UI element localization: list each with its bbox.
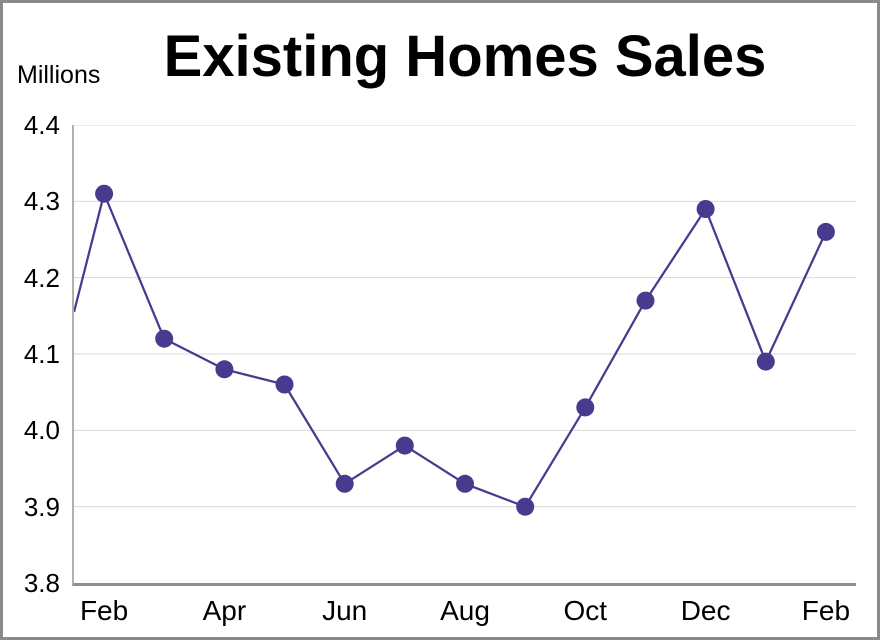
x-tick-label: Feb <box>801 595 851 626</box>
y-tick-label: 3.9 <box>23 491 60 522</box>
data-point-marker-aug-6 <box>456 474 474 493</box>
x-tick-label: Feb <box>79 595 129 626</box>
data-point-marker-may-3 <box>275 375 294 394</box>
y-tick-label: 3.8 <box>23 568 60 598</box>
y-axis-units-label: Millions <box>17 61 101 89</box>
plot-area <box>72 125 856 586</box>
x-tick-label: Oct <box>563 595 608 626</box>
x-tick-label: Aug <box>440 595 490 626</box>
data-point-marker-jan-11 <box>756 352 775 371</box>
y-axis-tick-labels: 4.4 4.3 4.2 4.1 4.0 3.9 3.8 <box>3 3 60 637</box>
y-tick-label: 4.1 <box>23 339 60 369</box>
y-tick-label: 4.4 <box>23 110 60 140</box>
data-point-marker-feb-12 <box>816 222 835 241</box>
y-tick-label: 4.2 <box>23 262 60 293</box>
data-point-marker-mar-1 <box>155 329 174 348</box>
data-point-marker-feb-0 <box>95 184 114 203</box>
x-tick-label: Jun <box>322 595 368 626</box>
data-point-marker-apr-2 <box>215 360 234 379</box>
chart-title: Existing Homes Sales <box>163 24 767 89</box>
data-point-marker-oct-8 <box>576 398 595 417</box>
data-point-marker-jun-4 <box>335 474 354 493</box>
y-tick-label: 4.3 <box>23 186 60 217</box>
x-tick-label: Apr <box>202 595 247 626</box>
series-line <box>74 192 827 508</box>
x-tick-label: Dec <box>680 595 731 626</box>
data-point-marker-jul-5 <box>395 436 414 455</box>
data-point-marker-sep-7 <box>516 497 535 516</box>
data-point-marker-nov-9 <box>636 291 655 310</box>
y-tick-label: 4.0 <box>23 415 60 446</box>
line-chart <box>74 125 856 516</box>
data-point-marker-dec-10 <box>696 200 715 218</box>
